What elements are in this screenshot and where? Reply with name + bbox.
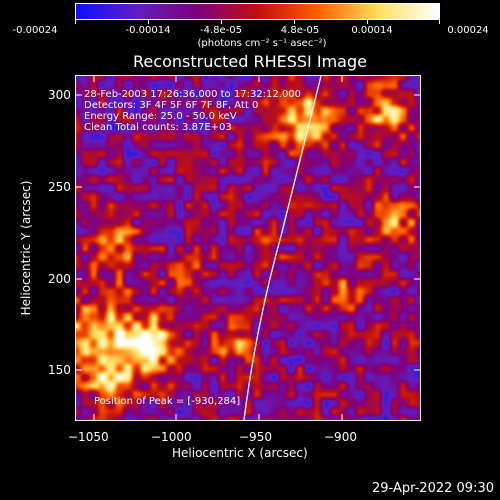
colorbar-tick-label: -0.00024 <box>12 25 58 36</box>
colorbar-tick <box>367 20 368 24</box>
timestamp: 29-Apr-2022 09:30 <box>372 481 494 496</box>
heatmap-image <box>76 76 420 420</box>
y-tick-label: 300 <box>48 88 71 102</box>
colorbar-tick <box>439 20 440 24</box>
x-tick-label: −900 <box>324 430 357 444</box>
y-tick-label: 250 <box>48 180 71 194</box>
info-energy-range: Energy Range: 25.0 - 50.0 keV <box>84 111 237 122</box>
image-plot: 28-Feb-2003 17:26:36.000 to 17:32:12.000… <box>75 75 421 421</box>
limb-overlay <box>243 76 322 420</box>
y-axis-label: Heliocentric Y (arcsec) <box>19 180 33 316</box>
colorbar-tick <box>75 20 76 24</box>
colorbar-tick-label: 0.00024 <box>447 25 489 36</box>
solar-limb-line <box>243 76 322 420</box>
colorbar-tick-label: -4.8e-05 <box>200 25 242 36</box>
colorbar-tick-label: -0.00014 <box>125 25 171 36</box>
y-tick-label: 200 <box>48 272 71 286</box>
info-clean-counts: Clean Total counts: 3.87E+03 <box>84 122 232 133</box>
colorbar-tick <box>294 20 295 24</box>
x-axis-label: Heliocentric X (arcsec) <box>172 446 308 460</box>
colorbar-tick-label: 0.00014 <box>351 25 393 36</box>
peak-position-label: Position of Peak = [-930,284] <box>94 396 241 407</box>
x-tick-label: −1050 <box>68 430 109 444</box>
colorbar-tick-label: 4.8e-05 <box>280 25 320 36</box>
colorbar <box>75 3 440 20</box>
x-tick-label: −1000 <box>151 430 192 444</box>
info-time-range: 28-Feb-2003 17:26:36.000 to 17:32:12.000 <box>84 89 302 100</box>
x-tick-label: −950 <box>239 430 272 444</box>
colorbar-tick <box>221 20 222 24</box>
info-detectors: Detectors: 3F 4F 5F 6F 7F 8F, Att 0 <box>84 100 259 111</box>
colorbar-tick <box>148 20 149 24</box>
plot-title: Reconstructed RHESSI Image <box>133 52 367 71</box>
colorbar-units: (photons cm⁻² s⁻¹ asec⁻²) <box>197 38 327 49</box>
y-tick-label: 150 <box>48 363 71 377</box>
